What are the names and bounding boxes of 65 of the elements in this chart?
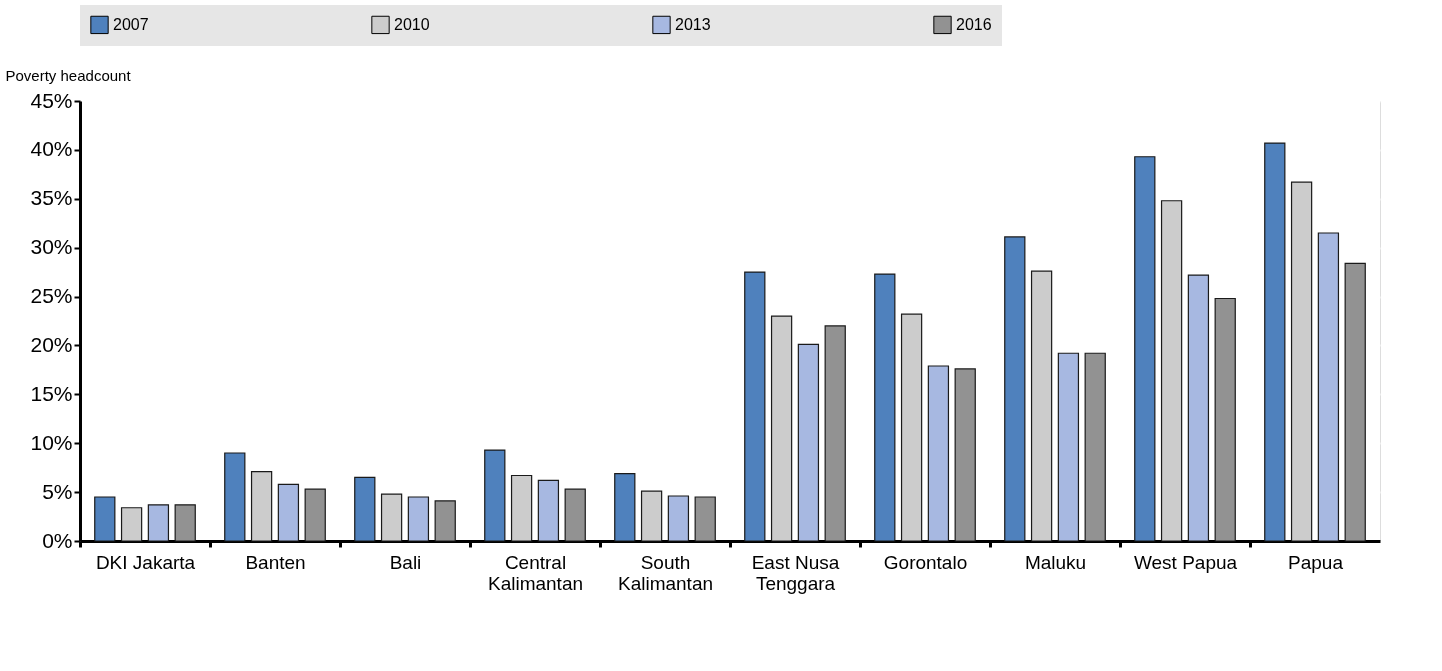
- bar: [434, 500, 456, 542]
- bar: [484, 449, 506, 542]
- bar: [510, 474, 533, 542]
- y-tick-label: 25%: [30, 284, 73, 308]
- bar: [824, 325, 846, 542]
- bar: [1344, 262, 1366, 542]
- x-tick-label: Maluku: [1024, 551, 1087, 573]
- y-tick-label: 10%: [30, 430, 73, 454]
- x-tick-label: Banten: [245, 551, 306, 573]
- bar: [744, 271, 766, 542]
- bar: [1214, 297, 1236, 542]
- bar: [1057, 352, 1080, 542]
- x-tick-label: Central Kalimantan: [487, 551, 584, 594]
- bar: [667, 495, 690, 542]
- bar: [1160, 200, 1183, 542]
- bar: [94, 496, 116, 542]
- bar: [277, 483, 300, 542]
- bar: [1004, 236, 1026, 542]
- bar: [1187, 274, 1210, 542]
- bar: [927, 365, 950, 542]
- bar: [614, 472, 636, 542]
- bar: [407, 496, 430, 542]
- y-tick-label: 30%: [30, 235, 73, 259]
- x-tick-label: South Kalimantan: [617, 551, 714, 594]
- legend-label: 2010: [394, 15, 430, 33]
- bar: [224, 452, 246, 542]
- y-tick-label: 20%: [30, 332, 73, 356]
- bar: [1084, 352, 1106, 542]
- bar: [250, 470, 273, 542]
- bar: [354, 476, 376, 542]
- y-tick-label: 15%: [30, 381, 73, 405]
- bar: [874, 273, 896, 542]
- bar: [304, 488, 326, 542]
- legend-label: 2013: [675, 15, 711, 33]
- y-tick-label: 45%: [30, 88, 73, 112]
- bar: [380, 493, 403, 542]
- bar: [1030, 270, 1053, 542]
- bar: [147, 504, 170, 542]
- x-tick-label: Papua: [1288, 551, 1344, 573]
- bar: [694, 496, 716, 542]
- bar: [900, 313, 923, 542]
- bar: [954, 368, 976, 542]
- legend-label: 2016: [956, 15, 992, 33]
- x-tick-label: Gorontalo: [883, 551, 968, 573]
- y-tick-label: 35%: [30, 186, 73, 210]
- y-tick-label: 40%: [30, 137, 73, 161]
- bar: [797, 343, 820, 542]
- bar: [120, 507, 143, 542]
- bar: [537, 479, 560, 542]
- x-tick-label: DKI Jakarta: [95, 551, 196, 573]
- bar: [564, 488, 586, 542]
- bar: [174, 504, 196, 542]
- bar: [1290, 181, 1313, 542]
- x-tick-label: Bali: [389, 551, 422, 573]
- bar: [1317, 232, 1340, 542]
- bar: [770, 315, 793, 542]
- bar: [640, 490, 663, 542]
- y-tick-label: 0%: [42, 528, 73, 552]
- x-tick-label: West Papua: [1133, 551, 1238, 573]
- y-tick-label: 5%: [42, 479, 73, 503]
- y-axis-title: Poverty headcount: [5, 66, 132, 84]
- legend-label: 2007: [113, 15, 149, 33]
- bar: [1134, 156, 1156, 542]
- x-tick-label: East Nusa Tenggara: [751, 551, 840, 594]
- bar: [1264, 142, 1286, 542]
